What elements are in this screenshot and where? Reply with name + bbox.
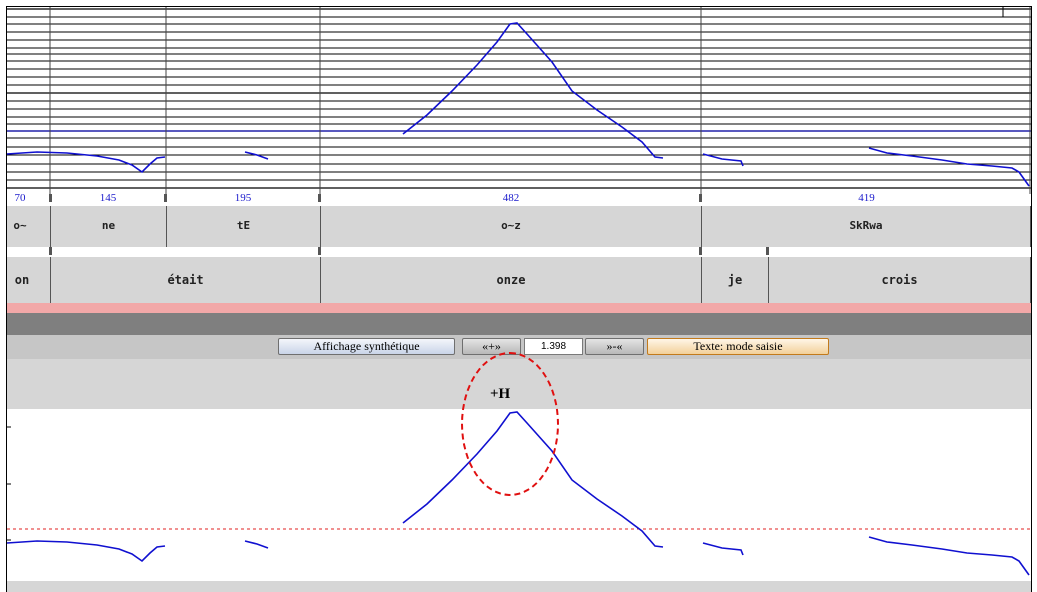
duration-label: 70 (14, 192, 26, 204)
phoneme-boundary[interactable] (701, 206, 702, 247)
boundary-marker[interactable] (766, 247, 769, 255)
boundary-marker[interactable] (318, 247, 321, 255)
zoom-out-button[interactable]: »-« (585, 338, 644, 355)
phoneme-label[interactable]: tE (236, 219, 251, 232)
pitch-curve-segment (402, 22, 664, 159)
phoneme-tier: o~ ne tE o~z SkRwa (7, 206, 1031, 247)
boundary-marker[interactable] (49, 247, 52, 255)
boundary-marker[interactable] (699, 247, 702, 255)
selection-separator (7, 303, 1031, 313)
pitch-curve-segment (7, 151, 166, 174)
boundary-marker[interactable] (164, 194, 167, 202)
pitch-plot-top (7, 7, 1031, 194)
word-boundary[interactable] (768, 257, 769, 303)
tier-gap (7, 247, 1031, 257)
pitch-curve-segment (868, 536, 1030, 576)
word-boundary[interactable] (320, 257, 321, 303)
text-mode-button[interactable]: Texte: mode saisie (647, 338, 829, 355)
word-label[interactable]: onze (496, 273, 526, 287)
phoneme-label[interactable]: o~z (501, 219, 521, 232)
phoneme-label[interactable]: o~ (13, 219, 27, 232)
word-boundary[interactable] (701, 257, 702, 303)
phoneme-boundary[interactable] (1030, 206, 1031, 247)
highlight-ellipse-icon (461, 352, 559, 496)
boundary-marker[interactable] (318, 194, 321, 202)
phoneme-boundary[interactable] (320, 206, 321, 247)
duration-label: 145 (99, 192, 117, 204)
duration-label: 419 (858, 192, 875, 204)
zoom-in-button[interactable]: «+» (462, 338, 521, 355)
word-label[interactable]: crois (881, 273, 918, 287)
phoneme-label[interactable]: ne (101, 219, 116, 232)
word-boundary[interactable] (50, 257, 51, 303)
word-label[interactable]: était (167, 273, 204, 287)
zoom-value-field[interactable]: 1.398 (524, 338, 583, 355)
duration-label: 195 (234, 192, 252, 204)
phoneme-boundary[interactable] (166, 206, 167, 247)
word-label[interactable]: on (14, 273, 30, 287)
pitch-view-top[interactable] (7, 7, 1031, 194)
pitch-curve-segment (702, 542, 744, 556)
pane-divider[interactable] (7, 313, 1031, 335)
phoneme-label[interactable]: SkRwa (849, 219, 883, 232)
bottom-scroll-strip[interactable] (7, 581, 1031, 592)
word-tier: on était onze je crois (7, 257, 1031, 303)
duration-tier: 70 145 195 482 419 (7, 192, 1031, 206)
pitch-curve-segment (7, 540, 166, 563)
pitch-curve-segment (244, 151, 269, 160)
word-label[interactable]: je (727, 273, 743, 287)
word-boundary[interactable] (1030, 257, 1031, 303)
boundary-marker[interactable] (699, 194, 702, 202)
duration-label: 482 (502, 192, 520, 204)
pitch-curve-segment (244, 540, 269, 549)
pitch-curve-segment (868, 147, 1030, 187)
phoneme-boundary[interactable] (50, 206, 51, 247)
boundary-marker[interactable] (49, 194, 52, 202)
pitch-curve-segment (702, 153, 744, 167)
synthetic-display-button[interactable]: Affichage synthétique (278, 338, 455, 355)
window-frame (6, 6, 1032, 592)
